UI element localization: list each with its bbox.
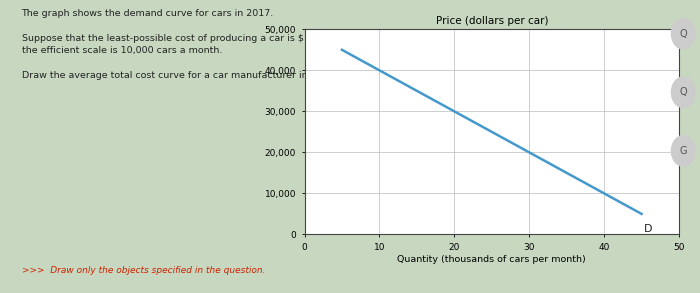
Circle shape	[671, 77, 695, 108]
X-axis label: Quantity (thousands of cars per month): Quantity (thousands of cars per month)	[398, 255, 586, 263]
Text: Q: Q	[680, 29, 687, 39]
Text: D: D	[644, 224, 652, 234]
Text: G: G	[680, 146, 687, 156]
Title: Price (dollars per car): Price (dollars per car)	[435, 16, 548, 26]
Text: Q: Q	[680, 87, 687, 97]
Text: >>>  Draw only the objects specified in the question.: >>> Draw only the objects specified in t…	[22, 266, 265, 275]
Text: The graph shows the demand curve for cars in 2017.
 
Suppose that the least-poss: The graph shows the demand curve for car…	[22, 9, 379, 80]
Circle shape	[671, 18, 695, 49]
Circle shape	[671, 136, 695, 166]
